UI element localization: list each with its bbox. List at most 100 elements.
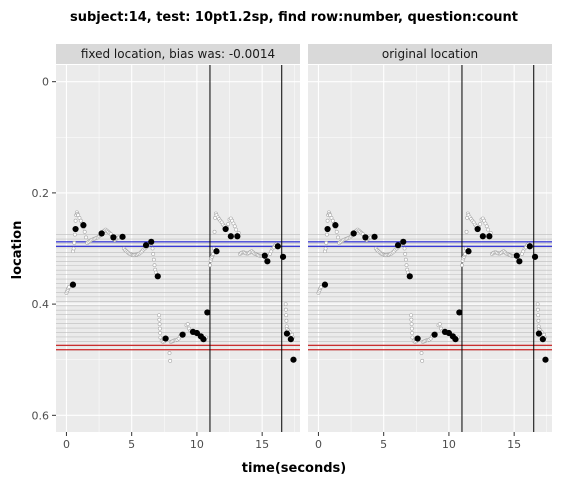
fixation-point bbox=[321, 281, 329, 288]
raw-gaze-point bbox=[402, 246, 407, 251]
raw-gaze-point bbox=[484, 224, 489, 229]
strip-background bbox=[56, 44, 300, 64]
raw-gaze-point bbox=[409, 317, 414, 322]
raw-gaze-point bbox=[404, 263, 409, 268]
raw-gaze-point bbox=[234, 227, 238, 232]
fixation-point bbox=[204, 309, 211, 316]
raw-gaze-point bbox=[226, 222, 231, 226]
raw-gaze-point bbox=[460, 263, 464, 268]
x-tick-label: 0 bbox=[315, 438, 322, 451]
fixation-point bbox=[279, 253, 287, 260]
fixation-point bbox=[371, 233, 378, 240]
fixation-point bbox=[531, 253, 539, 260]
fixation-point bbox=[283, 330, 291, 337]
raw-gaze-point bbox=[212, 229, 217, 234]
raw-gaze-point bbox=[437, 322, 442, 327]
x-tick-label: 0 bbox=[63, 438, 70, 451]
panel-fixed-location: fixed location, bias was: -0.0014 bbox=[56, 44, 300, 432]
fixation-point bbox=[406, 273, 413, 280]
raw-gaze-point bbox=[82, 229, 87, 234]
fixation-point bbox=[261, 252, 268, 259]
fixation-point bbox=[465, 248, 472, 255]
raw-gaze-point bbox=[71, 246, 76, 251]
raw-gaze-point bbox=[419, 351, 424, 355]
x-tick-label: 10 bbox=[190, 438, 204, 451]
raw-gaze-point bbox=[208, 263, 212, 268]
raw-gaze-point bbox=[157, 326, 162, 331]
fixation-point bbox=[350, 230, 357, 237]
fixation-point bbox=[213, 248, 220, 255]
strip-label: original location bbox=[382, 47, 478, 61]
fixation-point bbox=[324, 225, 331, 233]
fixation-point bbox=[98, 230, 105, 237]
raw-gaze-point bbox=[319, 284, 323, 289]
x-axis-title: time(seconds) bbox=[242, 461, 346, 476]
fixation-point bbox=[72, 225, 79, 233]
fixation-point bbox=[119, 233, 126, 240]
x-tick-label: 15 bbox=[507, 438, 521, 451]
fixation-point bbox=[154, 273, 161, 280]
raw-gaze-point bbox=[463, 252, 468, 256]
fixation-point bbox=[332, 222, 339, 229]
chart-title: subject:14, test: 10pt1.2sp, find row:nu… bbox=[70, 10, 518, 25]
raw-gaze-point bbox=[158, 331, 163, 335]
fixation-point bbox=[227, 233, 234, 240]
fixation-point bbox=[264, 258, 271, 265]
y-axis-title: location bbox=[10, 221, 25, 280]
raw-gaze-point bbox=[535, 302, 540, 307]
fixation-point bbox=[539, 336, 546, 343]
raw-gaze-point bbox=[420, 358, 425, 363]
raw-gaze-point bbox=[151, 252, 156, 256]
raw-gaze-point bbox=[150, 246, 155, 251]
y-tick-label: 0.4 bbox=[32, 298, 50, 311]
raw-gaze-point bbox=[536, 313, 541, 318]
fixation-point bbox=[200, 336, 207, 343]
fixation-point bbox=[80, 222, 87, 229]
raw-gaze-point bbox=[232, 224, 237, 229]
raw-gaze-point bbox=[158, 335, 163, 340]
y-tick-label: 0.6 bbox=[32, 409, 50, 422]
fixation-point bbox=[479, 233, 486, 240]
raw-gaze-point bbox=[478, 222, 483, 226]
fixation-point bbox=[516, 258, 523, 265]
raw-gaze-point bbox=[151, 257, 156, 262]
raw-gaze-point bbox=[157, 322, 162, 327]
fixation-point bbox=[69, 281, 77, 288]
raw-gaze-point bbox=[67, 284, 71, 289]
raw-gaze-point bbox=[409, 322, 414, 327]
raw-gaze-point bbox=[486, 227, 490, 232]
raw-gaze-point bbox=[410, 331, 415, 335]
raw-gaze-point bbox=[157, 317, 162, 322]
fixation-point bbox=[362, 234, 369, 241]
raw-gaze-point bbox=[168, 358, 173, 363]
y-tick-label: 0 bbox=[42, 76, 49, 89]
raw-gaze-point bbox=[464, 229, 469, 234]
fixation-point bbox=[148, 238, 155, 245]
fixation-point bbox=[287, 336, 294, 343]
fixation-point bbox=[456, 309, 463, 316]
fixation-point bbox=[431, 331, 438, 338]
x-tick-label: 5 bbox=[380, 438, 387, 451]
fixation-point bbox=[290, 356, 297, 363]
fixation-point bbox=[179, 331, 186, 338]
fixation-point bbox=[400, 238, 407, 245]
strip-background bbox=[308, 44, 552, 64]
raw-gaze-point bbox=[403, 252, 408, 256]
raw-gaze-point bbox=[73, 232, 77, 237]
raw-gaze-point bbox=[323, 246, 328, 251]
x-tick-label: 10 bbox=[442, 438, 456, 451]
strip-label: fixed location, bias was: -0.0014 bbox=[81, 47, 275, 61]
fixation-point bbox=[526, 243, 533, 250]
raw-gaze-point bbox=[185, 322, 190, 327]
fixation-point bbox=[535, 330, 543, 337]
raw-gaze-point bbox=[157, 313, 161, 318]
raw-gaze-point bbox=[536, 307, 540, 312]
fixation-point bbox=[162, 335, 169, 342]
fixation-point bbox=[142, 242, 150, 249]
fixation-point bbox=[414, 335, 421, 342]
fixation-point bbox=[394, 242, 402, 249]
raw-gaze-point bbox=[410, 335, 415, 340]
raw-gaze-point bbox=[284, 307, 288, 312]
raw-gaze-point bbox=[325, 232, 329, 237]
raw-gaze-point bbox=[167, 351, 172, 355]
